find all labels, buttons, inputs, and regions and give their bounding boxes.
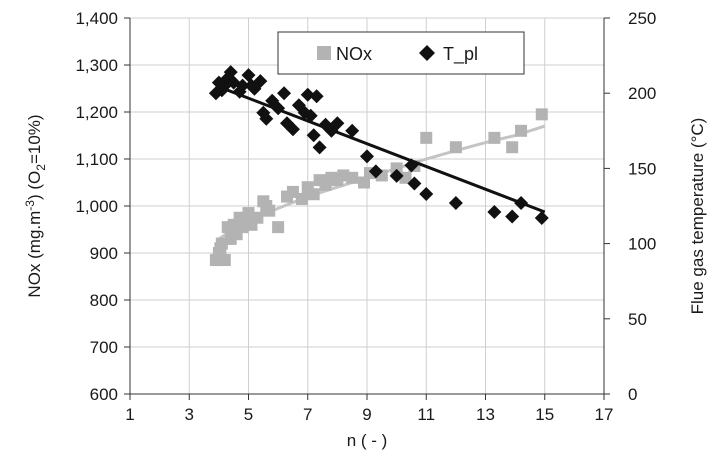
tpl-point: [345, 123, 360, 138]
tpl-point: [487, 205, 502, 220]
tpl-point: [259, 111, 274, 126]
y-left-tick-label: 900: [90, 244, 118, 263]
legend-box: [277, 31, 525, 75]
x-tick-label: 13: [476, 405, 495, 424]
legend: NOx T_pl: [277, 31, 525, 75]
legend-nox-label: NOx: [336, 44, 372, 64]
nox-point: [449, 141, 462, 154]
nox-point: [209, 254, 222, 267]
tpl-point: [309, 89, 324, 104]
tpl-point: [368, 164, 383, 179]
nox-point: [346, 171, 359, 184]
nox-point: [251, 211, 264, 224]
y-right-axis-title: Flue gas temperature (°C): [688, 118, 707, 315]
y-left-tick-label: 1,100: [75, 150, 118, 169]
y-right-tick-label: 100: [628, 235, 656, 254]
y-left-axis-title: NOx (mg.m-3) (O2=10%): [23, 114, 48, 297]
tpl-point: [448, 195, 463, 210]
nox-point: [295, 192, 308, 205]
y-right-tick-label: 0: [628, 385, 637, 404]
tpl-point: [407, 176, 422, 191]
tpl-point: [330, 116, 345, 131]
nox-point: [272, 221, 285, 234]
axes: [124, 17, 610, 400]
y-left-tick-label: 700: [90, 338, 118, 357]
tpl-point: [389, 168, 404, 183]
y-right-tick-label: 50: [628, 310, 647, 329]
tpl-point: [285, 122, 300, 137]
x-tick-label: 1: [125, 405, 134, 424]
nox-point: [218, 254, 231, 267]
tpl-point: [312, 140, 327, 155]
tpl-point: [505, 209, 520, 224]
nox-point: [399, 171, 412, 184]
x-tick-label: 5: [244, 405, 253, 424]
nox-point: [263, 204, 276, 217]
y-left-tick-label: 800: [90, 291, 118, 310]
legend-tpl-marker: [419, 45, 435, 61]
tpl-point: [235, 78, 250, 93]
legend-tpl-label: T_pl: [443, 44, 478, 65]
y-left-tick-label: 1,000: [75, 197, 118, 216]
tpl-trend-line: [215, 84, 546, 214]
y-left-title-sup: -3: [23, 200, 37, 211]
y-left-tick-label: 600: [90, 385, 118, 404]
tpl-point: [514, 195, 529, 210]
y-right-tick-label: 200: [628, 84, 656, 103]
x-tick-label: 7: [303, 405, 312, 424]
tpl-point: [253, 74, 268, 89]
tpl-point: [360, 149, 374, 164]
legend-nox-marker: [317, 46, 331, 60]
nox-point: [488, 131, 501, 144]
tpl-trendline: [215, 84, 546, 214]
y-right-tick-label: 250: [628, 9, 656, 28]
tpl-point: [303, 108, 318, 123]
tpl-series: [208, 65, 549, 226]
nox-series: [209, 108, 548, 267]
y-left-title-part-a: NOx (mg.m: [25, 211, 44, 298]
y-left-title-part-b: ) (O: [25, 171, 44, 200]
nox-point: [506, 141, 519, 154]
x-tick-label: 9: [362, 405, 371, 424]
x-tick-labels: 1 3 5 7 9 11 13 15 17: [125, 405, 613, 424]
tpl-point: [271, 101, 286, 116]
nox-point: [390, 162, 403, 175]
tpl-point: [300, 87, 315, 102]
y-left-tick-labels: 600 700 800 900 1,000 1,100 1,200 1,300 1,400: [75, 9, 118, 404]
nox-point: [515, 124, 528, 137]
y-right-tick-labels: 0 50 100 150 200 250: [628, 9, 656, 404]
tpl-point: [277, 86, 292, 101]
tpl-point: [223, 65, 238, 80]
tpl-point: [419, 186, 434, 201]
y-left-title-part-c: =10%): [25, 114, 44, 164]
y-left-tick-label: 1,200: [75, 103, 118, 122]
tpl-point: [306, 128, 321, 143]
y-left-tick-label: 1,400: [75, 9, 118, 28]
nox-point: [420, 131, 433, 144]
tpl-point: [404, 158, 419, 173]
nox-point: [358, 176, 371, 189]
tpl-point: [534, 211, 549, 226]
x-axis-title: n ( - ): [347, 431, 388, 450]
tpl-point: [241, 68, 256, 83]
x-tick-label: 11: [417, 405, 435, 424]
nox-point: [535, 108, 548, 121]
x-tick-label: 15: [535, 405, 554, 424]
y-left-tick-label: 1,300: [75, 56, 118, 75]
x-tick-label: 17: [595, 405, 614, 424]
nox-point: [307, 188, 320, 201]
y-left-title-sub: 2: [34, 164, 48, 171]
x-tick-label: 3: [185, 405, 194, 424]
y-right-tick-label: 150: [628, 159, 656, 178]
